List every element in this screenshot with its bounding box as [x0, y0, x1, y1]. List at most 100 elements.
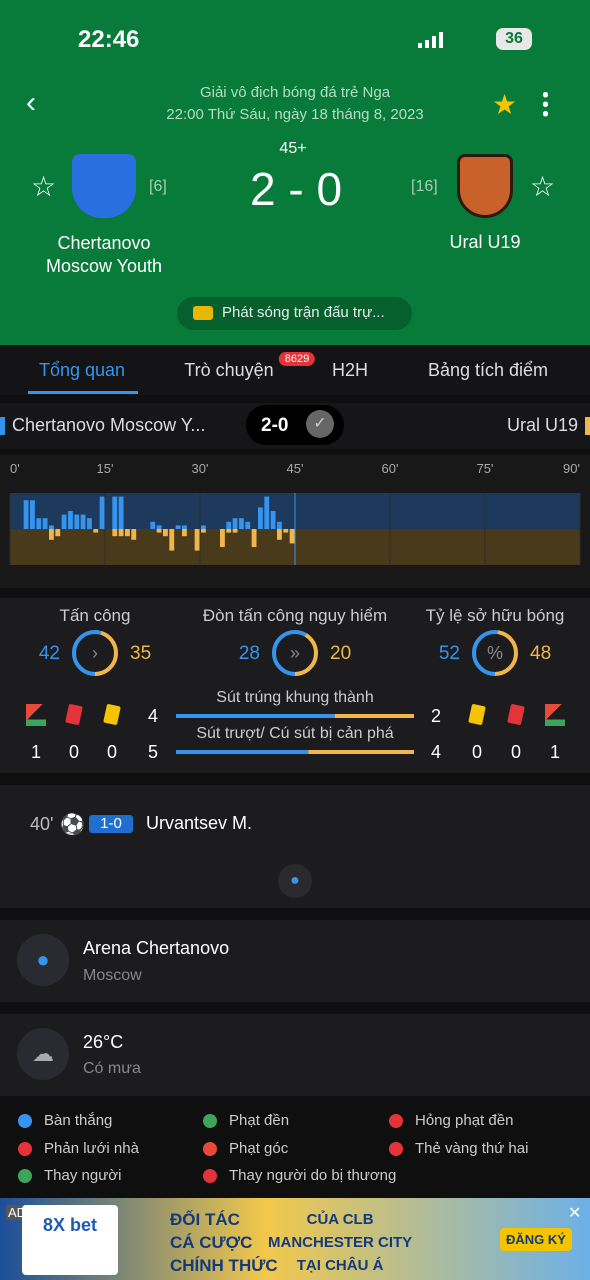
match-period: 45+ [279, 140, 307, 157]
ad-button[interactable]: ĐĂNG KÝ [500, 1228, 572, 1251]
card-count: 0 [68, 742, 80, 762]
tab-badge: 8629 [278, 352, 316, 366]
shots-label: Sút trượt/ Cú sút bị cản phá [196, 725, 394, 742]
shots-bar-away [308, 750, 414, 754]
menu-button[interactable] [543, 90, 548, 118]
x-tick-label: 15' [96, 461, 114, 476]
ring-icon: % [486, 643, 504, 663]
competition: Giải vô địch bóng đá trẻ Nga [199, 84, 391, 101]
ring-away [472, 630, 518, 676]
momentum-bar [156, 525, 162, 529]
follow-home[interactable]: ☆ [31, 171, 57, 202]
event-score: 1-0 [89, 815, 133, 833]
momentum-bar [277, 529, 282, 540]
stat-label: Tỷ lệ sở hữu bóng [425, 606, 565, 625]
stat-home: 42 [38, 643, 60, 664]
momentum-bar [74, 514, 80, 529]
away-logo [457, 154, 513, 218]
event-player: Urvantsev M. [146, 813, 253, 833]
ad-line: ĐỐI TÁC [170, 1210, 240, 1229]
back-button[interactable]: ‹ [26, 86, 36, 119]
momentum-bar [182, 529, 187, 537]
match-score: 2 - 0 [249, 163, 343, 215]
momentum-bar [23, 500, 29, 529]
x-tick-label: 75' [476, 461, 494, 476]
legend-label: Phạt góc [229, 1139, 289, 1157]
momentum-bar [232, 518, 238, 529]
tab[interactable]: Bảng tích điểm [427, 360, 549, 380]
match-datetime: 22:00 Thứ Sáu, ngày 18 tháng 8, 2023 [166, 106, 424, 123]
card-count: 0 [106, 742, 118, 762]
summary-score: 2-0 [261, 415, 289, 436]
tab[interactable]: H2H [331, 360, 369, 380]
momentum-bar [226, 521, 232, 529]
tab-indicator [28, 391, 138, 394]
stat-away: 48 [530, 643, 552, 664]
ad-line: CÁ CƯỢC [170, 1233, 253, 1252]
momentum-bar [277, 521, 282, 529]
element [432, 36, 436, 48]
shots-home: 5 [147, 742, 159, 762]
momentum-bar [42, 518, 48, 529]
element [425, 40, 429, 48]
stat-label: Tấn công [59, 606, 131, 625]
momentum-bar [68, 511, 73, 529]
broadcast-label: Phát sóng trận đấu trự... [222, 304, 385, 321]
ad-text: ĐỐI TÁC CÁ CƯỢC CHÍNH THỨC [170, 1208, 278, 1277]
legend-icon [389, 1114, 403, 1128]
stat-home: 52 [438, 643, 460, 664]
momentum-bar [36, 518, 42, 529]
weather-desc: Có mưa [83, 1060, 141, 1077]
momentum-bar [239, 518, 244, 529]
momentum-bar [232, 529, 238, 533]
corner-icon [545, 704, 565, 726]
home-name: Chertanovo Moscow Youth [45, 233, 163, 276]
momentum-bar [283, 529, 289, 533]
x-tick-label: 45' [286, 461, 304, 476]
x-tick-label: 0' [10, 461, 20, 476]
away-name: Ural U19 [449, 232, 521, 252]
summary-home: Chertanovo Moscow Y... [12, 415, 206, 435]
tab[interactable]: Trò chuyện [184, 360, 274, 380]
card-count: 1 [30, 742, 42, 762]
momentum-bar [93, 529, 99, 533]
ring-icon: » [289, 643, 301, 663]
ad-line: TẠI CHÂU Á [296, 1257, 384, 1274]
ad-brand: 8X bet [22, 1205, 118, 1275]
broadcast-button[interactable] [177, 297, 412, 330]
momentum-bar [125, 529, 130, 537]
venue-name: Arena Chertanovo [83, 938, 230, 958]
momentum-bar [150, 521, 156, 529]
legend-label: Thay người [44, 1167, 122, 1184]
ad-text: CỦA CLB MANCHESTER CITY TẠI CHÂU Á [268, 1208, 412, 1277]
legend-icon [18, 1141, 32, 1156]
momentum-bar [55, 529, 61, 537]
away-color [585, 417, 590, 435]
legend-label: Phản lưới nhà [44, 1139, 139, 1157]
legend-icon [203, 1114, 217, 1128]
goal-icon: ⚽ [60, 814, 85, 836]
ad-line: MANCHESTER CITY [268, 1234, 413, 1251]
momentum-bar [30, 500, 35, 529]
ad-line: CỦA CLB [306, 1211, 374, 1228]
momentum-bar [118, 496, 124, 529]
ad-close[interactable]: ✕ [568, 1205, 582, 1222]
venue-icon: ● [17, 934, 69, 986]
tab[interactable]: Tổng quan [38, 360, 126, 380]
home-rank: [6] [149, 178, 167, 195]
momentum-bar [49, 525, 54, 529]
follow-away[interactable]: ☆ [530, 171, 556, 202]
favorite-star[interactable]: ★ [492, 89, 518, 120]
momentum-bar [194, 529, 200, 551]
momentum-bar [80, 514, 86, 529]
card-count: 0 [510, 742, 522, 762]
element [418, 43, 422, 48]
legend-label: Thẻ vàng thứ hai [415, 1139, 529, 1157]
clock: 22:46 [78, 26, 140, 53]
legend-label: Hỏng phạt đền [415, 1112, 514, 1129]
shots-home: 4 [147, 706, 159, 726]
ring-icon: › [92, 643, 98, 663]
legend-label: Thay người do bị thương [229, 1167, 397, 1184]
